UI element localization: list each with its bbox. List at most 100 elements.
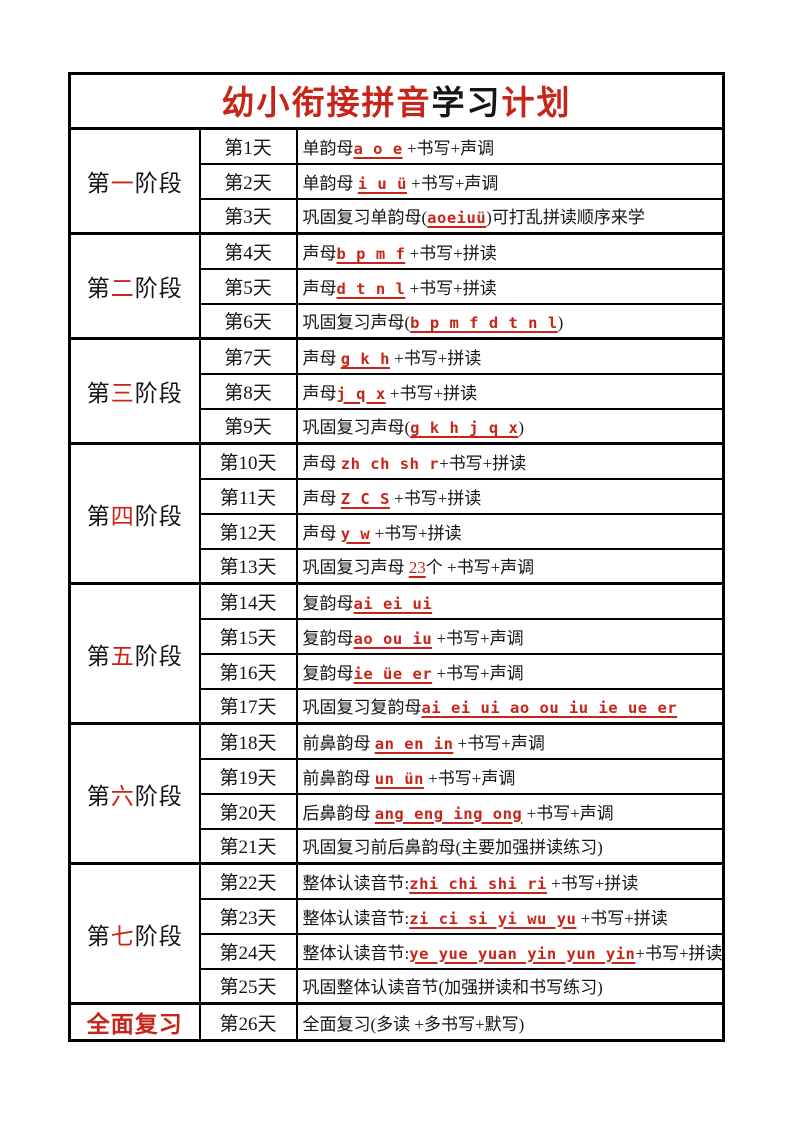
day-cell: 第8天 bbox=[198, 372, 298, 410]
content-cell: 整体认读音节:zi ci si yi wu yu +书写+拼读 bbox=[295, 897, 725, 935]
text-segment: +书写+拼读 bbox=[546, 873, 639, 893]
day-cell: 第16天 bbox=[198, 652, 298, 690]
text-segment: ) bbox=[518, 418, 524, 438]
content-cell: 声母b p m f +书写+拼读 bbox=[295, 232, 725, 270]
text-segment: 复韵母 bbox=[302, 663, 354, 683]
content-cell: 整体认读音节:zhi chi shi ri +书写+拼读 bbox=[295, 862, 725, 900]
text-segment: +书写+声调 bbox=[522, 803, 614, 823]
table-row: 第20天 后鼻韵母 ang eng ing ong +书写+声调 bbox=[70, 792, 725, 830]
stage-label-segment: 五 bbox=[110, 643, 135, 669]
day-cell: 第9天 bbox=[198, 407, 298, 445]
text-segment: 单韵母 bbox=[302, 173, 358, 193]
title-segment: 幼小衔接拼音 bbox=[221, 86, 432, 122]
table-row: 第23天 整体认读音节:zi ci si yi wu yu +书写+拼读 bbox=[70, 897, 725, 935]
pinyin-segment: ai ei ui bbox=[353, 594, 433, 613]
stage-label-segment: 阶段 bbox=[134, 643, 183, 669]
pinyin-segment: b p m f bbox=[336, 244, 406, 263]
text-segment: 整体认读音节: bbox=[302, 943, 410, 963]
text-segment: 后鼻韵母 bbox=[302, 803, 375, 823]
pinyin-segment: zhi chi shi ri bbox=[409, 874, 547, 893]
stage-label-segment: 阶段 bbox=[134, 381, 183, 406]
text-segment: 声母 bbox=[302, 278, 337, 298]
text-segment: 单韵母 bbox=[302, 138, 354, 158]
day-cell: 第20天 bbox=[198, 792, 298, 830]
content-cell: 复韵母ie üe er +书写+声调 bbox=[295, 652, 725, 690]
pinyin-segment: aoeiuü bbox=[427, 209, 487, 228]
pinyin-segment: j q x bbox=[336, 384, 386, 403]
content-cell: 声母 y w +书写+拼读 bbox=[295, 512, 725, 550]
table-row: 第15天 复韵母ao ou iu +书写+声调 bbox=[70, 617, 725, 655]
pinyin-segment: ao ou iu bbox=[353, 629, 433, 648]
day-cell: 第17天 bbox=[198, 687, 298, 725]
table-row: 第16天 复韵母ie üe er +书写+声调 bbox=[70, 652, 725, 690]
table-row: 第13天 巩固复习声母 23个 +书写+声调 bbox=[70, 547, 725, 585]
pinyin-segment: zh ch sh r bbox=[340, 454, 440, 473]
stage-label-segment: 阶段 bbox=[134, 503, 183, 529]
content-cell: 声母 Z C S +书写+拼读 bbox=[295, 477, 725, 515]
day-cell: 第19天 bbox=[198, 757, 298, 795]
content-cell: 前鼻韵母 un ün +书写+声调 bbox=[295, 757, 725, 795]
pinyin-segment: i u ü bbox=[357, 174, 407, 193]
text-segment: +书写+拼读 bbox=[405, 243, 497, 263]
table-row: 全面复习 第26天 全面复习(多读 +多书写+默写) bbox=[68, 1002, 725, 1042]
content-cell: 巩固复习前后鼻韵母(主要加强拼读练习) bbox=[295, 827, 725, 865]
table-row: 第24天 整体认读音节:ye yue yuan yin yun yin+书写+拼读 bbox=[70, 932, 725, 970]
stage-cell: 第五阶段 bbox=[68, 582, 201, 725]
stage-cell: 第二阶段 bbox=[68, 232, 201, 340]
content-cell: 声母d t n l +书写+拼读 bbox=[295, 267, 725, 305]
content-cell: 单韵母a o e +书写+声调 bbox=[295, 127, 725, 165]
content-cell: 后鼻韵母 ang eng ing ong +书写+声调 bbox=[295, 792, 725, 830]
pinyin-segment: ye yue yuan yin yun yin bbox=[409, 944, 636, 963]
pinyin-segment: un ün bbox=[374, 769, 424, 788]
stage-label-segment: 第 bbox=[86, 171, 111, 196]
text-segment: +书写+声调 bbox=[432, 628, 524, 648]
table-row: 第19天 前鼻韵母 un ün +书写+声调 bbox=[70, 757, 725, 795]
table-row: 第2天 单韵母 i u ü +书写+声调 bbox=[70, 162, 725, 200]
day-cell: 第22天 bbox=[198, 862, 298, 900]
text-segment: 整体认读音节: bbox=[302, 908, 410, 928]
pinyin-segment: Z C S bbox=[340, 489, 390, 508]
day-cell: 第24天 bbox=[198, 932, 298, 970]
stage-label-segment: 一 bbox=[110, 171, 135, 196]
day-cell: 第2天 bbox=[198, 162, 298, 200]
content-cell: 巩固复习单韵母(aoeiuü)可打乱拼读顺序来学 bbox=[295, 197, 725, 235]
text-segment: 巩固复习声母 bbox=[302, 558, 409, 578]
text-segment: +书写+拼读 bbox=[635, 943, 723, 963]
table-row: 第8天 声母j q x +书写+拼读 bbox=[70, 372, 725, 410]
content-cell: 巩固复习声母(b p m f d t n l) bbox=[295, 302, 725, 340]
content-cell: 全面复习(多读 +多书写+默写) bbox=[295, 1002, 725, 1042]
text-segment: 复韵母 bbox=[302, 593, 354, 613]
day-cell: 第23天 bbox=[198, 897, 298, 935]
stage-label-segment: 三 bbox=[110, 381, 135, 406]
table-row: 第三阶段 第7天 声母 g k h +书写+拼读 bbox=[68, 337, 725, 445]
title-segment: 计划 bbox=[501, 86, 572, 122]
day-cell: 第26天 bbox=[198, 1002, 298, 1042]
stage-cell: 第三阶段 bbox=[68, 337, 201, 445]
pinyin-segment: y w bbox=[340, 524, 371, 543]
stage-cell: 第七阶段 bbox=[68, 862, 201, 1005]
text-segment: 全面复习(多读 +多书写+默写) bbox=[302, 1014, 525, 1034]
text-segment: 声母 bbox=[302, 523, 341, 543]
pinyin-segment: 23 bbox=[408, 558, 426, 578]
day-cell: 第15天 bbox=[198, 617, 298, 655]
day-cell: 第3天 bbox=[198, 197, 298, 235]
table-row: 第12天 声母 y w +书写+拼读 bbox=[70, 512, 725, 550]
day-cell: 第4天 bbox=[198, 232, 298, 270]
day-cell: 第5天 bbox=[198, 267, 298, 305]
text-segment: )可打乱拼读顺序来学 bbox=[486, 208, 645, 228]
text-segment: +书写+声调 bbox=[453, 733, 545, 753]
schedule-table: 幼小衔接拼音学习计划 第一阶段 第1天 单韵母a o e +书写+声调 第2天 单韵母 … bbox=[68, 72, 726, 1042]
content-cell: 单韵母 i u ü +书写+声调 bbox=[295, 162, 725, 200]
text-segment: 巩固复习前后鼻韵母(主要加强拼读练习) bbox=[302, 838, 603, 858]
day-cell: 第6天 bbox=[198, 302, 298, 340]
content-cell: 巩固复习复韵母ai ei ui ao ou iu ie ue er bbox=[295, 687, 725, 725]
content-cell: 巩固复习声母(g k h j q x) bbox=[295, 407, 725, 445]
text-segment: 声母 bbox=[302, 383, 337, 403]
text-segment: 个 +书写+声调 bbox=[425, 558, 535, 578]
day-cell: 第10天 bbox=[198, 442, 298, 480]
table-row: 第四阶段 第10天 声母 zh ch sh r+书写+拼读 bbox=[68, 442, 725, 585]
pinyin-segment: g k h j q x bbox=[410, 419, 519, 438]
text-segment: +书写+声调 bbox=[423, 768, 516, 788]
stage-label-segment: 阶段 bbox=[134, 783, 183, 809]
stage-label-segment: 第 bbox=[86, 503, 111, 529]
